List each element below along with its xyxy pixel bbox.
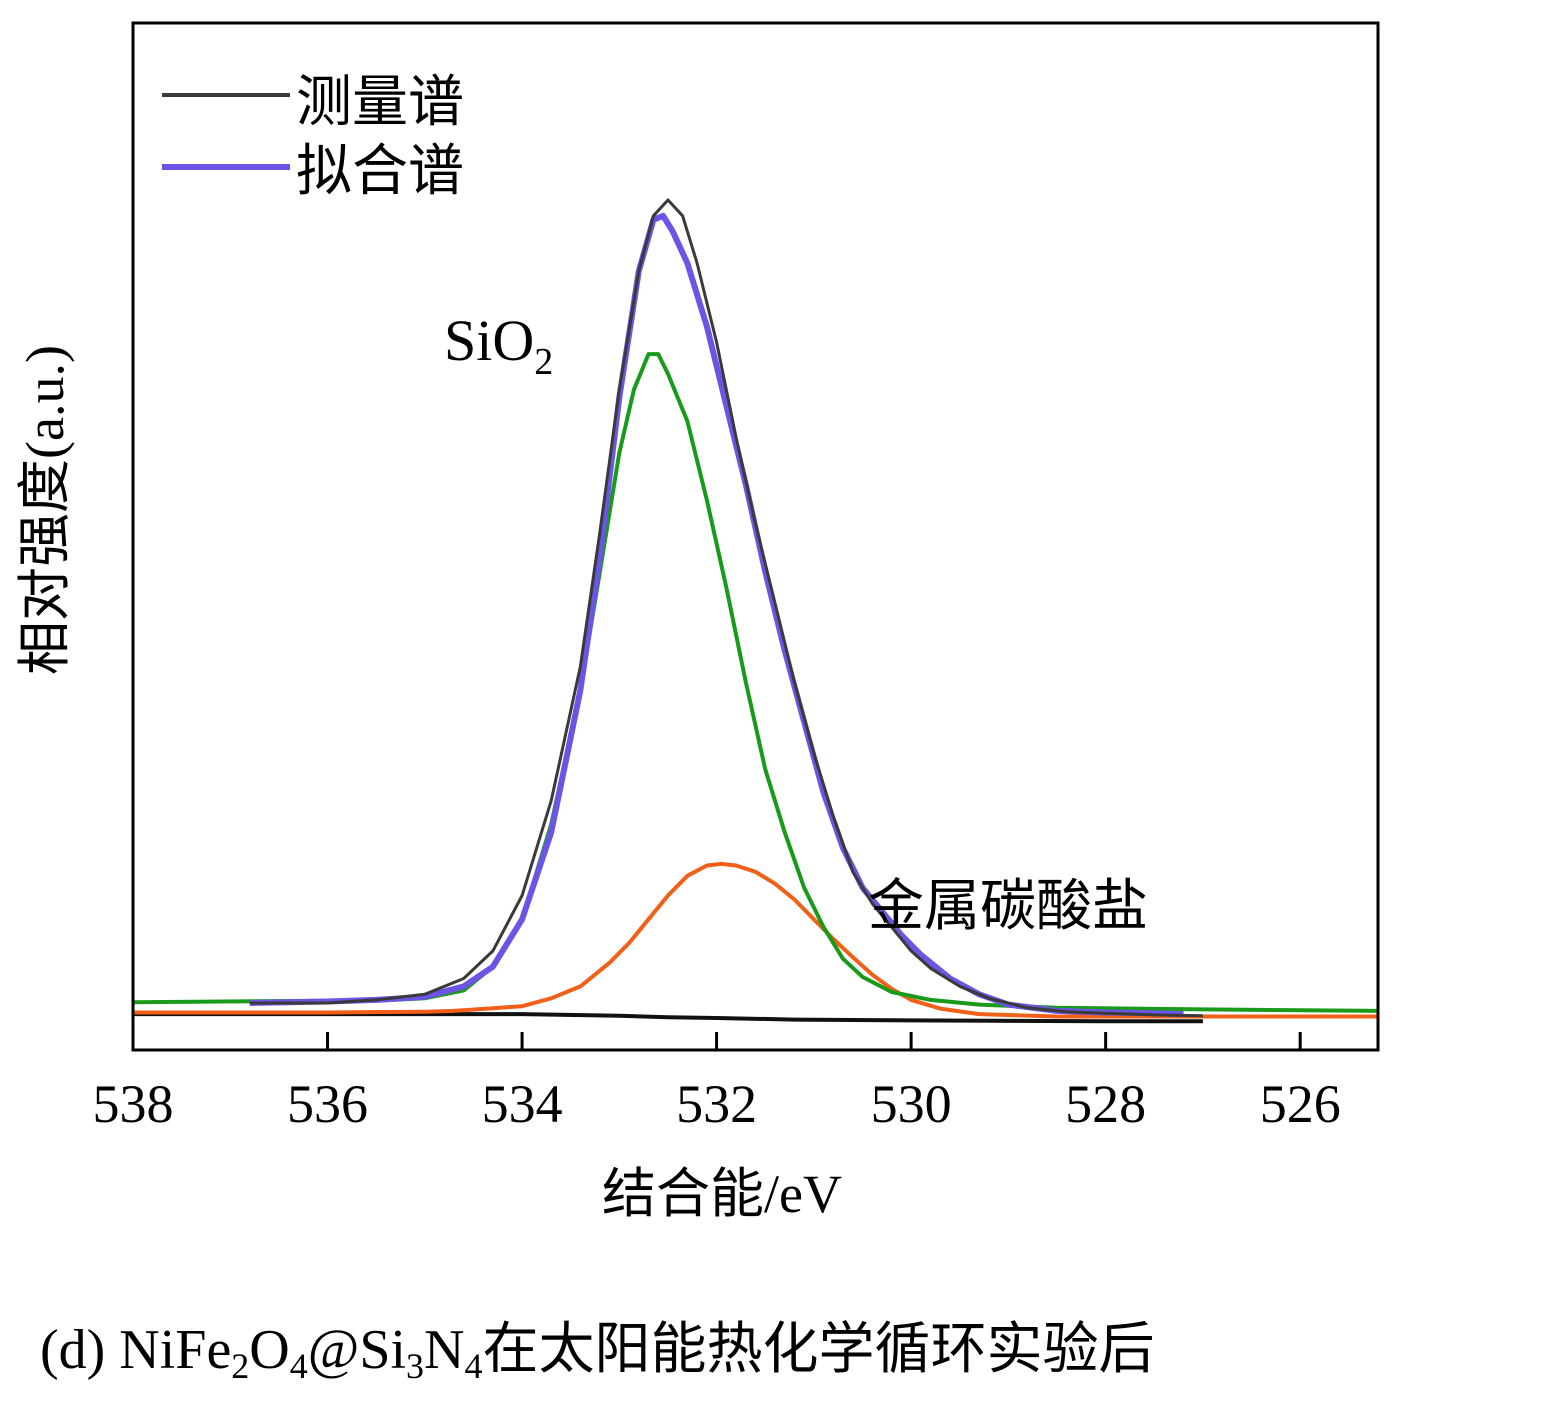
annotation-sio2-subscript: 2: [534, 341, 553, 383]
x-tick-label: 534: [482, 1074, 563, 1134]
caption-sub-4: 4: [464, 1346, 483, 1386]
x-tick-label: 530: [871, 1074, 952, 1134]
annotation-carbonate: 金属碳酸盐: [868, 876, 1148, 938]
caption-part-4: N: [424, 1319, 465, 1381]
caption-part-2: O: [249, 1319, 290, 1381]
background-curve: [133, 1012, 1203, 1024]
legend: 测量谱 拟合谱: [162, 72, 464, 203]
figure-caption: (d) NiFe2O4@Si3N4在太阳能热化学循环实验后: [40, 1319, 1155, 1384]
measured-curve: [249, 198, 1203, 1018]
legend-label-fitted: 拟合谱: [296, 141, 464, 203]
x-axis-ticks: [131, 1032, 1302, 1050]
chart-curves: [132, 198, 1379, 1024]
caption-sub-3: 3: [406, 1346, 425, 1386]
x-tick-label: 538: [93, 1074, 174, 1134]
x-tick-label: 532: [676, 1074, 757, 1134]
x-axis-tick-labels: 538 536 534 532 530 528 526: [93, 1074, 1341, 1134]
caption-part-3: @Si: [307, 1319, 407, 1381]
sio2-component-curve: [132, 352, 1379, 1013]
plot-frame: [131, 21, 1380, 1052]
carbonate-component-curve: [133, 861, 1378, 1019]
legend-label-measured: 测量谱: [296, 72, 464, 134]
x-axis-label: 结合能/eV: [602, 1164, 842, 1224]
x-tick-label: 528: [1065, 1074, 1146, 1134]
y-axis-label: 相对强度(a.u.): [15, 345, 75, 675]
annotation-sio2-text: SiO: [444, 308, 534, 373]
annotation-sio2: SiO2: [444, 308, 553, 383]
caption-sub-1: 2: [231, 1346, 250, 1386]
caption-sub-2: 4: [289, 1346, 308, 1386]
x-tick-label: 536: [287, 1074, 368, 1134]
caption-suffix: 在太阳能热化学循环实验后: [482, 1319, 1155, 1381]
x-tick-label: 526: [1260, 1074, 1341, 1134]
caption-prefix: (d) NiFe: [40, 1319, 232, 1381]
fitted-curve: [249, 212, 1184, 1018]
